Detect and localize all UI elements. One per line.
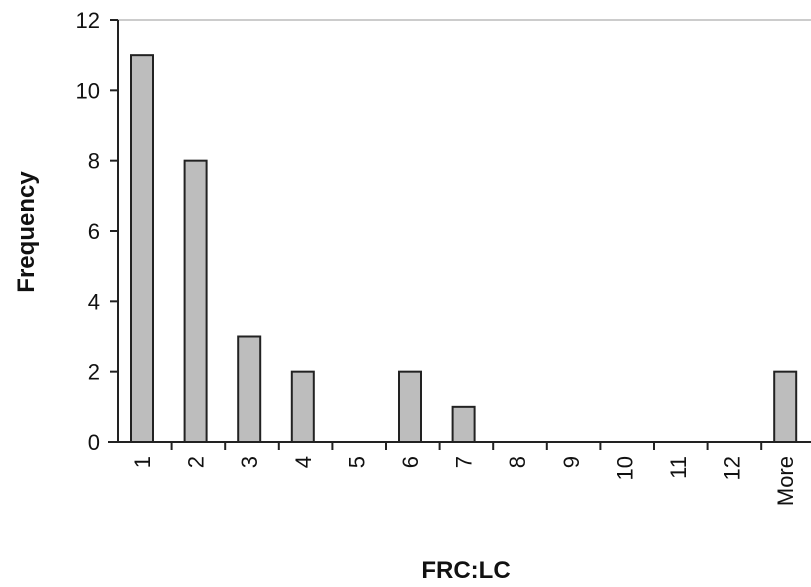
y-tick-label: 4 xyxy=(88,289,100,314)
y-tick-label: 12 xyxy=(76,8,100,33)
bar-7 xyxy=(451,405,476,444)
x-tick-label: 2 xyxy=(184,456,209,468)
x-tick-label: 9 xyxy=(559,456,584,468)
y-tick-label: 10 xyxy=(76,78,100,103)
bar-1 xyxy=(130,54,154,444)
x-tick-label: 12 xyxy=(720,456,745,480)
bar-3 xyxy=(237,335,262,443)
y-axis-title: Frequency xyxy=(13,171,40,293)
x-tick-label: 5 xyxy=(344,456,369,468)
x-tick-label: 7 xyxy=(452,456,477,468)
y-tick-label: 2 xyxy=(88,360,100,385)
y-tick-label: 0 xyxy=(88,430,100,455)
y-tick-label: 6 xyxy=(88,219,100,244)
x-tick-label: 10 xyxy=(612,456,637,480)
x-tick-label: 4 xyxy=(291,456,316,468)
x-tick-label: 6 xyxy=(398,456,423,468)
x-tick-label: 1 xyxy=(130,456,155,468)
bar-6 xyxy=(398,370,422,443)
bar-2 xyxy=(183,159,208,444)
x-tick-label: 8 xyxy=(505,456,530,468)
x-tick-label: 3 xyxy=(237,456,262,468)
y-tick-label: 8 xyxy=(88,149,100,174)
bar-4 xyxy=(290,370,315,443)
x-tick-label: More xyxy=(773,456,798,506)
bar-more xyxy=(773,370,798,443)
x-axis-title: FRC:LC xyxy=(421,557,510,582)
x-tick-label: 11 xyxy=(666,456,691,479)
